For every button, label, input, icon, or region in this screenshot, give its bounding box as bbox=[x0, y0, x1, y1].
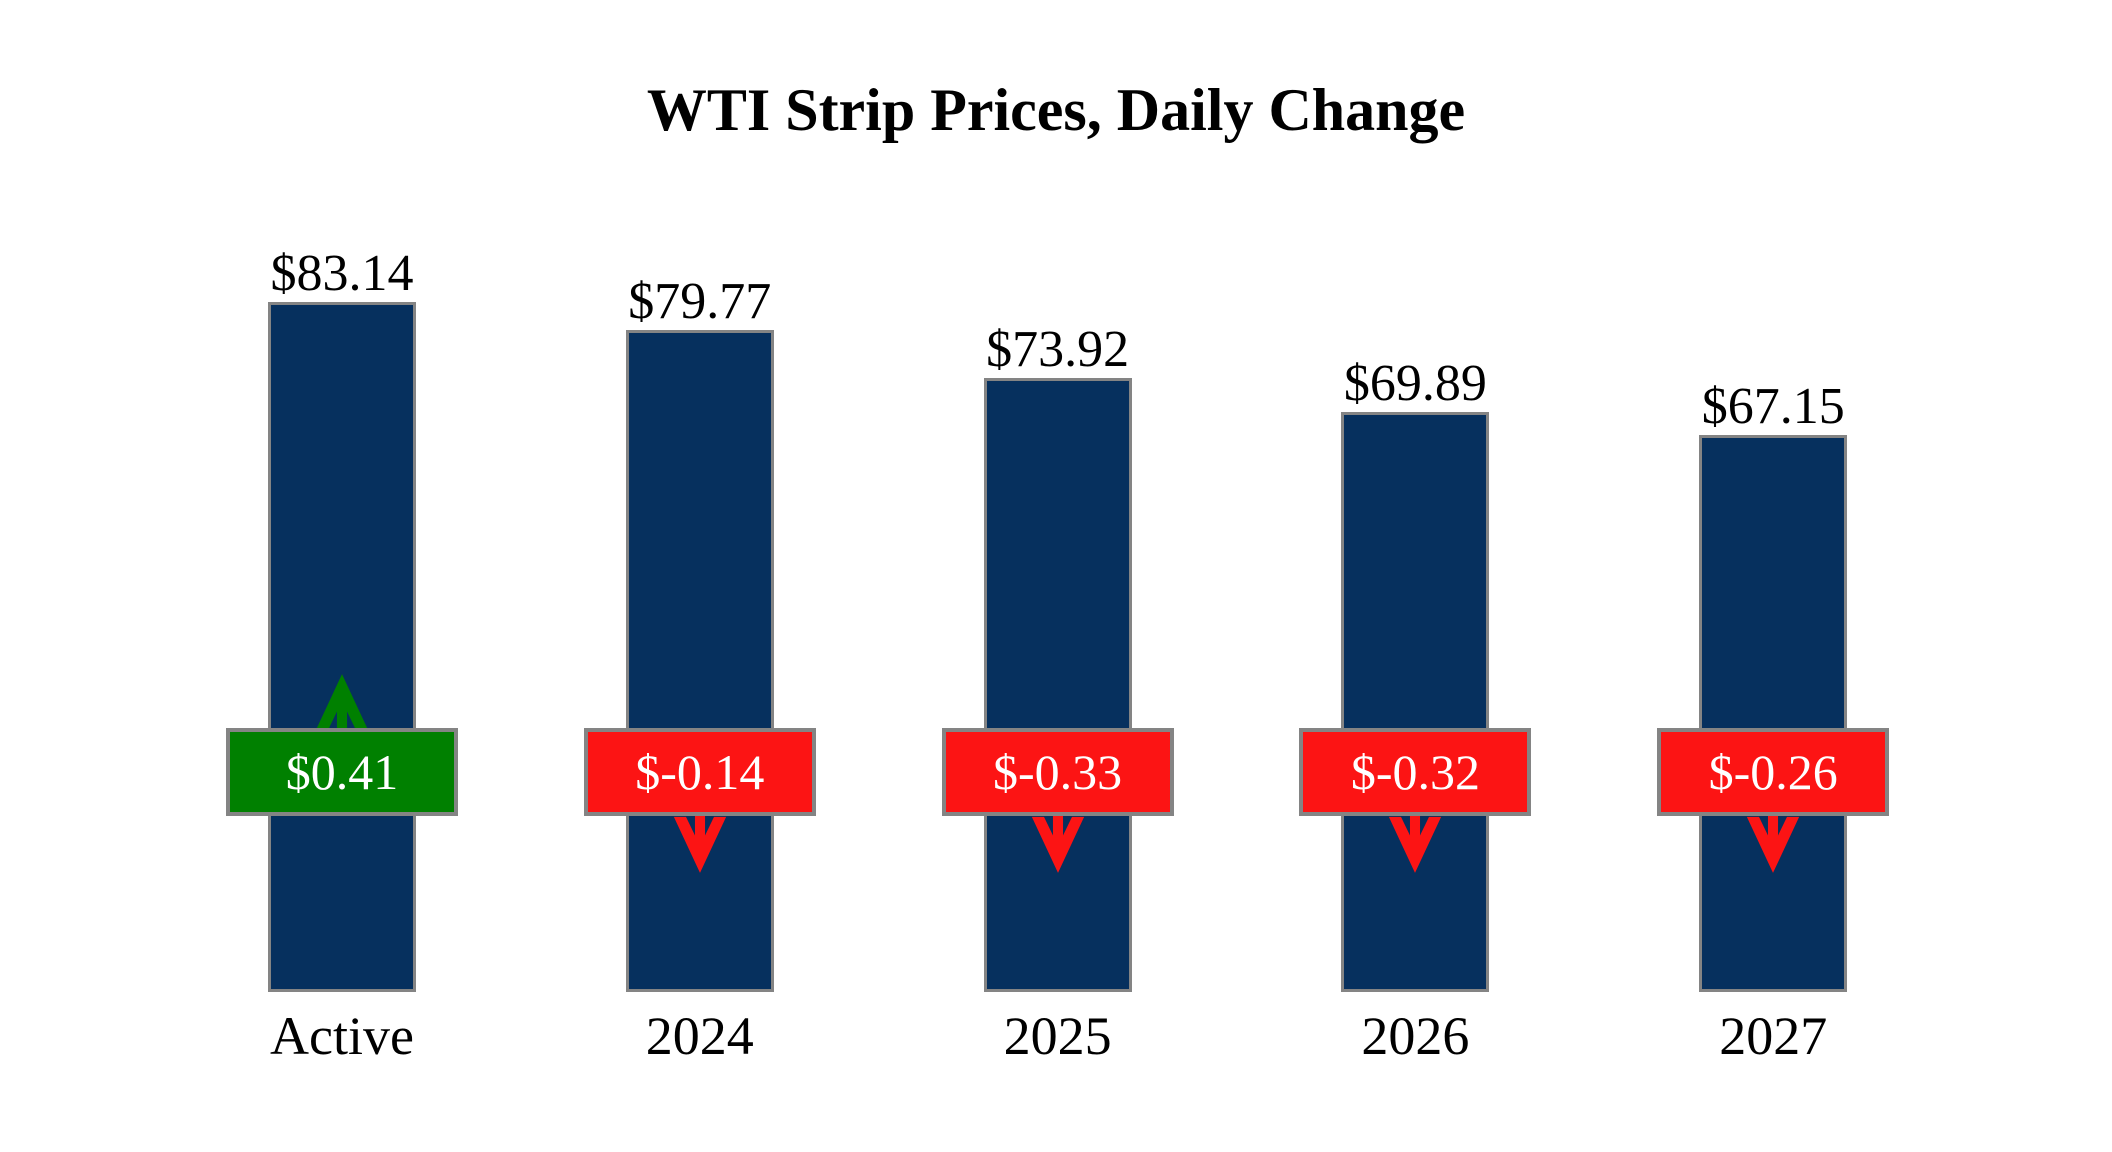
chart-title: WTI Strip Prices, Daily Change bbox=[646, 77, 1466, 143]
down-arrow-icon bbox=[1031, 815, 1084, 873]
bar bbox=[268, 302, 416, 992]
bar-column-2026: $69.89 $-0.32 2026 bbox=[1236, 0, 1594, 1152]
bar bbox=[1699, 435, 1848, 992]
bar bbox=[625, 330, 774, 992]
category-label: Active bbox=[270, 1006, 414, 1066]
daily-change-badge: $0.41 bbox=[226, 728, 458, 816]
category-label: 2027 bbox=[1719, 1006, 1828, 1066]
category-label: 2026 bbox=[1361, 1006, 1470, 1066]
down-arrow-icon bbox=[1747, 815, 1800, 873]
daily-change-badge: $-0.26 bbox=[1657, 728, 1890, 816]
bar-column-2027: $67.15 $-0.26 2027 bbox=[1594, 0, 1952, 1152]
bar-column-active: $83.14 $0.41 Active bbox=[163, 0, 521, 1152]
bar bbox=[983, 378, 1132, 992]
price-label: $69.89 bbox=[1343, 355, 1487, 412]
daily-change-badge: $-0.32 bbox=[1299, 728, 1532, 816]
down-arrow-icon bbox=[1389, 815, 1442, 873]
price-label: $67.15 bbox=[1701, 378, 1845, 435]
price-label: $73.92 bbox=[986, 321, 1130, 378]
price-label: $83.14 bbox=[270, 245, 414, 302]
daily-change-badge: $-0.14 bbox=[583, 728, 816, 816]
up-arrow-icon bbox=[315, 674, 369, 732]
category-label: 2025 bbox=[1003, 1006, 1112, 1066]
down-arrow-icon bbox=[673, 815, 726, 873]
category-label: 2024 bbox=[645, 1006, 754, 1066]
daily-change-badge: $-0.33 bbox=[941, 728, 1174, 816]
price-label: $79.77 bbox=[628, 273, 772, 330]
bar-column-2024: $79.77 $-0.14 2024 bbox=[521, 0, 879, 1152]
bar bbox=[1341, 412, 1490, 992]
bar-column-2025: $73.92 $-0.33 2025 bbox=[879, 0, 1237, 1152]
